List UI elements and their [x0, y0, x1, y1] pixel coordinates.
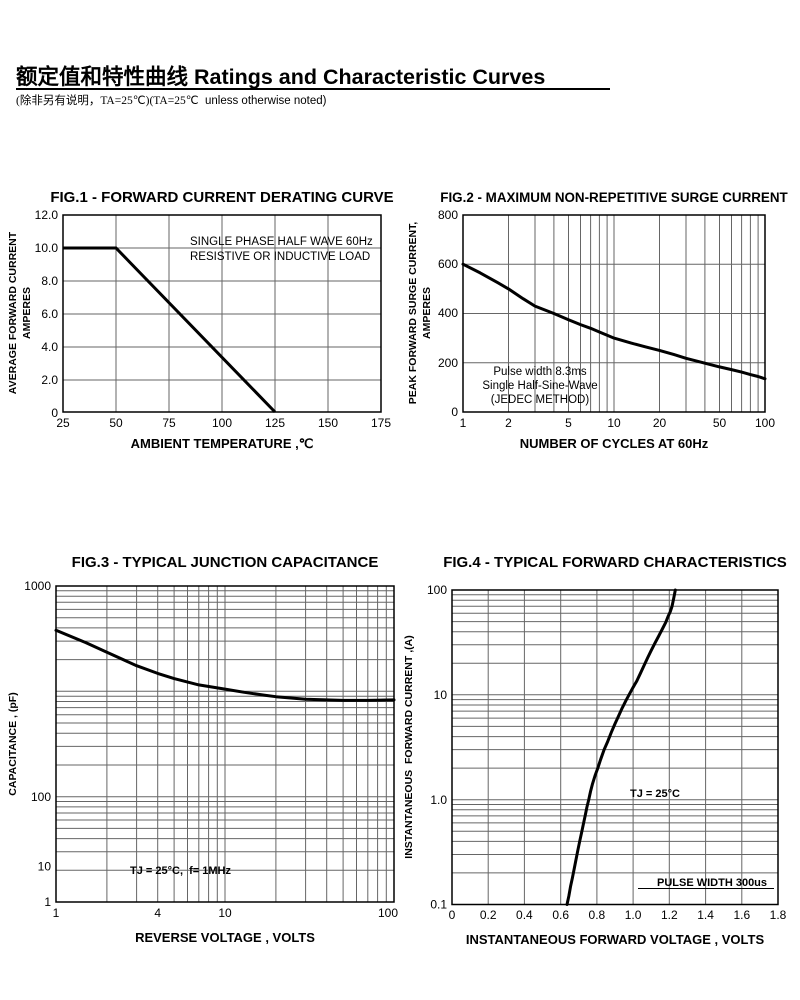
svg-text:1.0: 1.0	[625, 908, 642, 922]
svg-text:RESISTIVE OR INDUCTIVE LOAD: RESISTIVE OR INDUCTIVE LOAD	[190, 251, 370, 263]
svg-text:150: 150	[318, 416, 338, 430]
svg-text:4: 4	[154, 906, 161, 920]
svg-text:10: 10	[218, 906, 232, 920]
svg-text:(JEDEC METHOD): (JEDEC METHOD)	[491, 394, 590, 406]
svg-text:INSTANTANEOUS FORWARD CURRENT: INSTANTANEOUS FORWARD CURRENT ,(A)	[403, 635, 415, 858]
svg-text:0.8: 0.8	[589, 908, 606, 922]
svg-text:PULSE WIDTH 300us: PULSE WIDTH 300us	[657, 877, 767, 889]
svg-text:AMPERES: AMPERES	[421, 287, 433, 339]
svg-text:TJ = 25°C, f= 1MHz: TJ = 25°C, f= 1MHz	[130, 865, 231, 877]
svg-text:FIG.3 - TYPICAL JUNCTION CAPAC: FIG.3 - TYPICAL JUNCTION CAPACITANCE	[72, 554, 379, 571]
svg-text:FIG.4 - TYPICAL FORWARD CHARAC: FIG.4 - TYPICAL FORWARD CHARACTERISTICS	[443, 554, 787, 571]
svg-text:1.4: 1.4	[697, 908, 714, 922]
svg-text:600: 600	[438, 257, 458, 271]
svg-text:5: 5	[565, 416, 572, 430]
svg-text:INSTANTANEOUS FORWARD VOLTAGE: INSTANTANEOUS FORWARD VOLTAGE , VOLTS	[466, 932, 765, 947]
svg-text:4.0: 4.0	[41, 340, 58, 354]
svg-text:1.2: 1.2	[661, 908, 678, 922]
svg-text:0: 0	[449, 908, 456, 922]
svg-text:AMBIENT TEMPERATURE ,℃: AMBIENT TEMPERATURE ,℃	[131, 436, 314, 451]
svg-text:FIG.2 - MAXIMUM NON-REPETITIVE: FIG.2 - MAXIMUM NON-REPETITIVE SURGE CUR…	[440, 190, 788, 205]
svg-text:PEAK FORWARD SURGE CURRENT,: PEAK FORWARD SURGE CURRENT,	[407, 222, 419, 404]
svg-text:10.0: 10.0	[35, 241, 59, 255]
svg-text:AVERAGE FORWARD CURRENT: AVERAGE FORWARD CURRENT	[7, 231, 19, 394]
svg-text:75: 75	[162, 416, 176, 430]
svg-text:0.1: 0.1	[430, 898, 447, 912]
svg-text:100: 100	[427, 583, 447, 597]
svg-text:50: 50	[109, 416, 123, 430]
svg-text:1.0: 1.0	[430, 793, 447, 807]
svg-text:AMPERES: AMPERES	[21, 287, 33, 339]
svg-text:100: 100	[378, 906, 398, 920]
svg-text:8.0: 8.0	[41, 274, 58, 288]
svg-text:1.8: 1.8	[770, 908, 787, 922]
svg-text:800: 800	[438, 208, 458, 222]
svg-text:2: 2	[505, 416, 512, 430]
svg-text:125: 125	[265, 416, 285, 430]
svg-text:20: 20	[653, 416, 667, 430]
svg-text:10: 10	[607, 416, 621, 430]
svg-text:6.0: 6.0	[41, 307, 58, 321]
svg-text:0.6: 0.6	[552, 908, 569, 922]
svg-text:Pulse width 8.3ms: Pulse width 8.3ms	[493, 366, 587, 378]
svg-text:1: 1	[44, 895, 51, 909]
svg-text:2.0: 2.0	[41, 373, 58, 387]
svg-text:100: 100	[755, 416, 775, 430]
svg-text:1000: 1000	[24, 579, 51, 593]
svg-text:SINGLE PHASE HALF WAVE 60Hz: SINGLE PHASE HALF WAVE 60Hz	[190, 236, 373, 248]
svg-text:50: 50	[713, 416, 727, 430]
svg-text:0.4: 0.4	[516, 908, 533, 922]
svg-text:TJ = 25°C: TJ = 25°C	[630, 788, 680, 800]
svg-text:0.2: 0.2	[480, 908, 497, 922]
svg-text:200: 200	[438, 356, 458, 370]
svg-text:1: 1	[460, 416, 467, 430]
svg-text:NUMBER OF CYCLES AT 60Hz: NUMBER OF CYCLES AT 60Hz	[520, 436, 709, 451]
svg-text:1.6: 1.6	[733, 908, 750, 922]
svg-text:10: 10	[38, 859, 52, 873]
svg-text:Single Half-Sine-Wave: Single Half-Sine-Wave	[482, 380, 597, 392]
svg-text:10: 10	[434, 688, 448, 702]
svg-text:0: 0	[451, 405, 458, 419]
svg-text:400: 400	[438, 306, 458, 320]
svg-text:175: 175	[371, 416, 391, 430]
svg-text:100: 100	[31, 790, 51, 804]
svg-text:REVERSE VOLTAGE , VOLTS: REVERSE VOLTAGE , VOLTS	[135, 930, 315, 945]
svg-text:FIG.1 - FORWARD CURRENT DERATI: FIG.1 - FORWARD CURRENT DERATING CURVE	[50, 189, 393, 206]
svg-text:25: 25	[56, 416, 70, 430]
svg-text:12.0: 12.0	[35, 208, 59, 222]
svg-text:1: 1	[53, 906, 60, 920]
svg-text:100: 100	[212, 416, 232, 430]
svg-text:CAPACITANCE , (pF): CAPACITANCE , (pF)	[7, 692, 19, 795]
